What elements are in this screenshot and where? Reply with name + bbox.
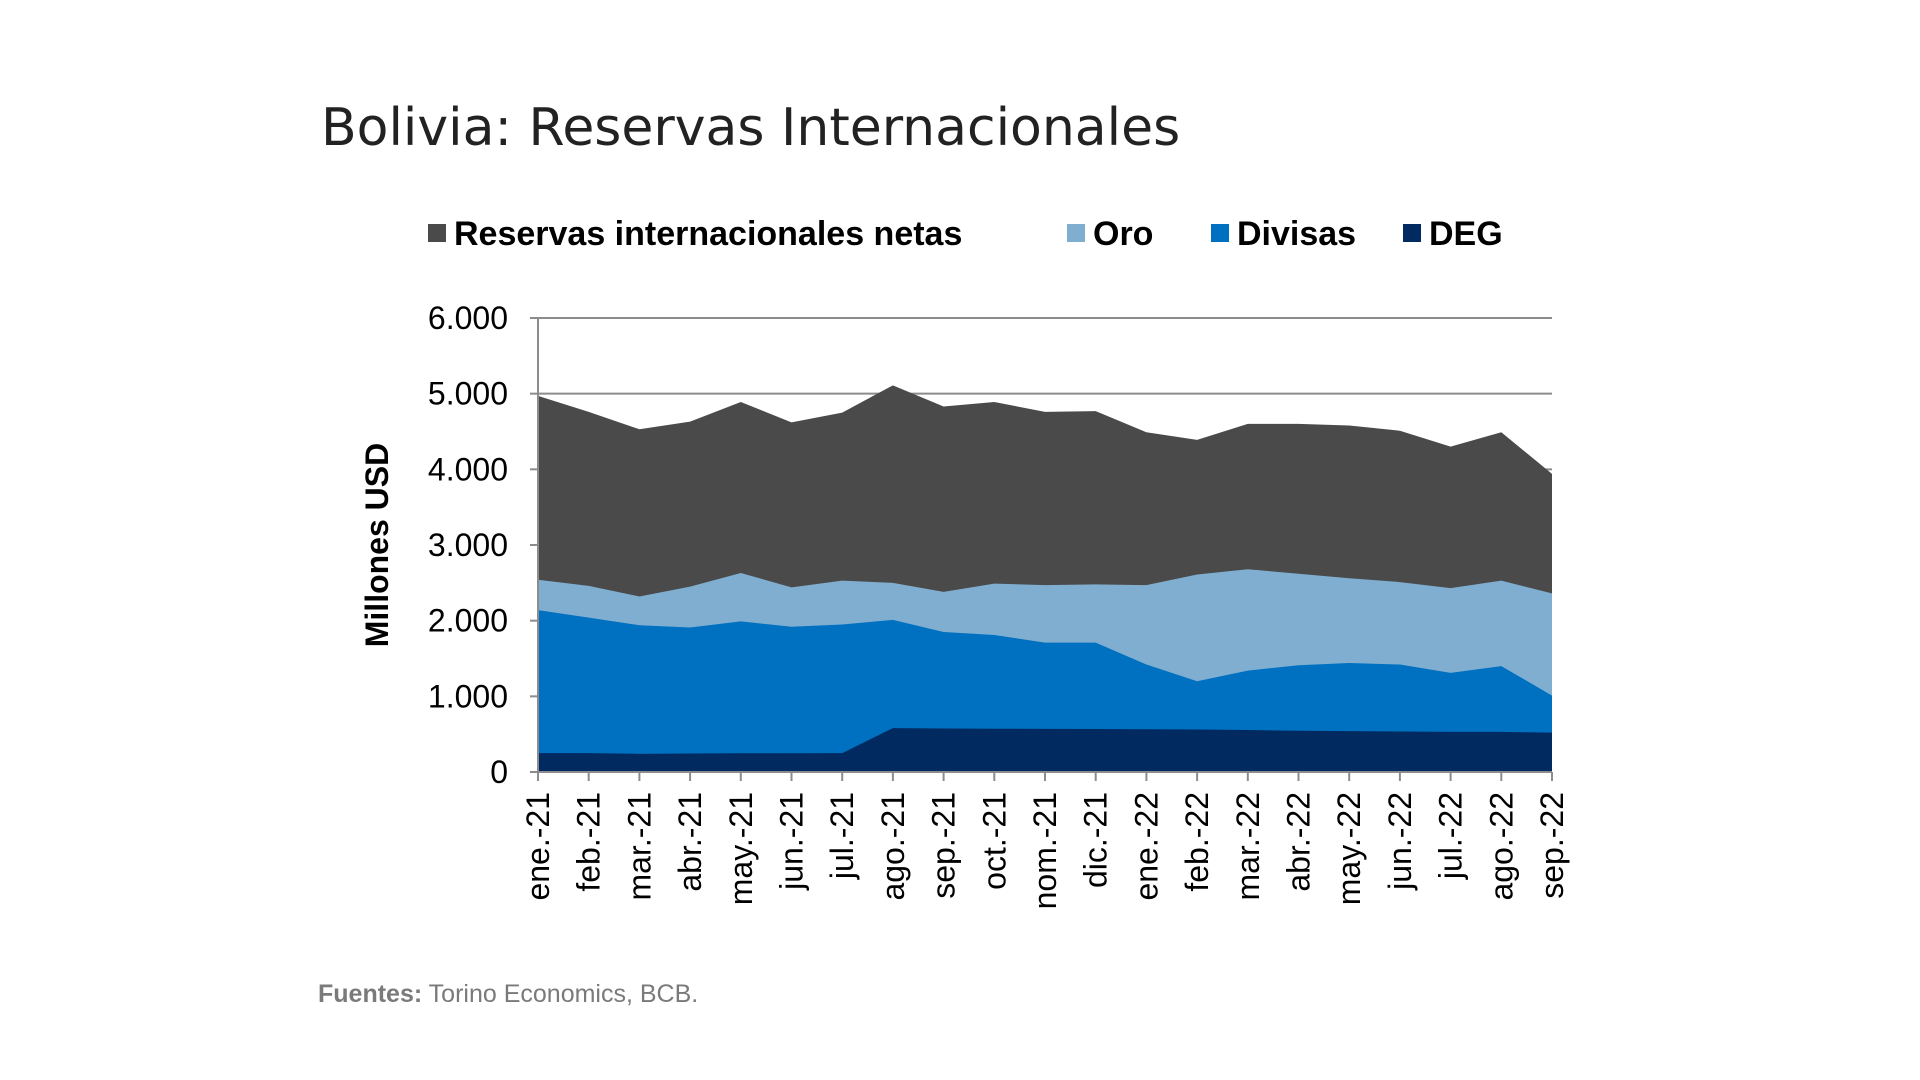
series-areas bbox=[538, 385, 1552, 772]
legend-label: Oro bbox=[1093, 215, 1153, 253]
x-tick-label: may.-22 bbox=[1331, 792, 1367, 905]
y-axis-label: Millones USD bbox=[359, 443, 395, 647]
axes bbox=[530, 317, 1553, 781]
legend-swatch bbox=[1067, 224, 1085, 242]
legend-label: Reservas internacionales netas bbox=[454, 215, 962, 253]
x-tick-label: feb.-21 bbox=[571, 792, 607, 892]
y-tick-label: 3.000 bbox=[428, 527, 508, 563]
source-text: Torino Economics, BCB. bbox=[422, 980, 699, 1008]
chart-title: Bolivia: Reservas Internacionales bbox=[321, 98, 1181, 158]
y-tick-labels: 0 1.000 2.000 3.000 4.000 5.000 6.000 bbox=[428, 300, 508, 790]
x-tick-label: abr.-21 bbox=[672, 792, 708, 892]
y-tick-label: 5.000 bbox=[428, 376, 508, 412]
x-tick-label: ago.-21 bbox=[875, 792, 911, 901]
x-tick-label: sep.-22 bbox=[1534, 792, 1570, 899]
x-tick-label: jun.-22 bbox=[1382, 792, 1418, 891]
y-tick-label: 2.000 bbox=[428, 603, 508, 639]
series-area-3 bbox=[538, 728, 1552, 772]
x-tick-labels: ene.-21 feb.-21 mar.-21 abr.-21 may.-21 jun.-… bbox=[520, 792, 1570, 909]
y-tick-label: 4.000 bbox=[428, 451, 508, 487]
x-tick-label: jul.-21 bbox=[824, 792, 860, 880]
x-tick-label: ene.-21 bbox=[520, 792, 556, 901]
legend-swatch bbox=[1211, 224, 1229, 242]
x-tick-label: feb.-22 bbox=[1179, 792, 1215, 892]
x-tick-label: abr.-22 bbox=[1281, 792, 1317, 892]
x-tick-label: mar.-22 bbox=[1230, 792, 1266, 900]
x-tick-label: nom.-21 bbox=[1027, 792, 1063, 909]
x-tick-label: ago.-22 bbox=[1483, 792, 1519, 901]
legend-label: Divisas bbox=[1237, 215, 1356, 253]
x-tick-label: oct.-21 bbox=[976, 792, 1012, 890]
legend-swatch bbox=[1403, 224, 1421, 242]
x-tick-label: may.-21 bbox=[723, 792, 759, 905]
x-tick-label: mar.-21 bbox=[621, 792, 657, 900]
source-label: Fuentes: bbox=[318, 980, 423, 1008]
y-tick-label: 6.000 bbox=[428, 300, 508, 336]
x-tick-label: jun.-21 bbox=[774, 792, 810, 891]
legend: Reservas internacionales netas Oro Divisas… bbox=[428, 215, 1503, 253]
x-tick-label: dic.-21 bbox=[1078, 792, 1114, 888]
x-tick-label: sep.-21 bbox=[926, 792, 962, 899]
y-tick-label: 1.000 bbox=[428, 678, 508, 714]
x-tick-label: ene.-22 bbox=[1128, 792, 1164, 901]
source-footer: Fuentes: Torino Economics, BCB. bbox=[318, 980, 698, 1009]
y-tick-label: 0 bbox=[490, 754, 508, 790]
x-tick-label: jul.-22 bbox=[1433, 792, 1469, 880]
legend-swatch bbox=[428, 224, 446, 242]
legend-label: DEG bbox=[1429, 215, 1503, 253]
